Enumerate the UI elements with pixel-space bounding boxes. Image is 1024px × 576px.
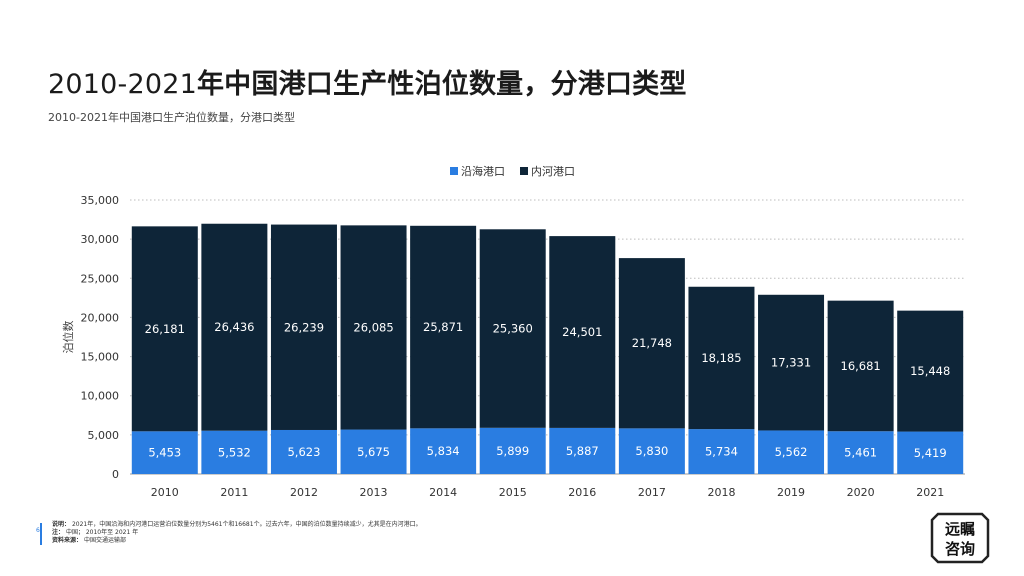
footer-notes: 6 说明： 2021年，中国沿海和内河港口运营泊位数量分别为5461个和1668… — [36, 521, 740, 545]
data-label-coastal: 5,834 — [427, 444, 460, 458]
x-tick-label: 2014 — [429, 486, 457, 499]
footer-source-text: 中国交通运输部 — [83, 537, 126, 544]
bar-coastal — [479, 427, 546, 474]
data-label-coastal: 5,453 — [148, 446, 181, 460]
data-label-inland: 16,681 — [841, 359, 881, 373]
page-title: 2010-2021年中国港口生产性泊位数量，分港口类型 — [48, 62, 687, 101]
bar-inland — [270, 224, 337, 430]
data-label-inland: 26,239 — [284, 320, 324, 334]
bar-coastal — [201, 430, 268, 474]
page-subtitle: 2010-2021年中国港口生产泊位数量，分港口类型 — [48, 111, 295, 124]
bar-inland — [410, 225, 477, 429]
x-tick-label: 2010 — [151, 486, 179, 499]
data-label-inland: 25,360 — [493, 322, 533, 336]
data-label-coastal: 5,675 — [357, 445, 390, 459]
x-tick-label: 2017 — [638, 486, 666, 499]
data-label-coastal: 5,830 — [635, 444, 668, 458]
logo-line2: 咨询 — [945, 540, 975, 558]
data-label-coastal: 5,562 — [775, 445, 808, 459]
x-tick-label: 2020 — [847, 486, 875, 499]
bar-coastal — [688, 429, 755, 474]
legend-label-coastal: 沿海港口 — [461, 164, 505, 178]
y-tick-label: 15,000 — [81, 351, 120, 364]
footer-note-key: 说明： — [52, 521, 71, 528]
bar-coastal — [897, 431, 964, 474]
footer-scope-text: 中国； 2010年至 2021 年 — [65, 529, 139, 536]
footer-source: 资料来源： 中国交通运输部 — [52, 537, 740, 545]
logo-line1: 远瞩 — [945, 520, 975, 538]
data-label-coastal: 5,899 — [496, 444, 529, 458]
data-label-coastal: 5,461 — [844, 446, 877, 460]
data-label-inland: 25,871 — [423, 320, 463, 334]
data-label-coastal: 5,419 — [914, 446, 947, 460]
x-tick-label: 2018 — [707, 486, 735, 499]
data-label-coastal: 5,532 — [218, 445, 251, 459]
data-label-inland: 15,448 — [910, 364, 950, 378]
x-tick-label: 2019 — [777, 486, 805, 499]
data-label-inland: 24,501 — [562, 325, 602, 339]
data-label-coastal: 5,734 — [705, 445, 738, 459]
bar-coastal — [758, 430, 825, 474]
footer-note-text: 2021年，中国沿海和内河港口运营泊位数量分别为5461个和16681个。过去六… — [71, 521, 422, 528]
y-tick-label: 5,000 — [88, 429, 120, 442]
y-tick-label: 20,000 — [81, 311, 120, 324]
bar-inland — [618, 258, 685, 429]
footer-scope-key: 注： — [52, 529, 65, 536]
page-number: 6 — [36, 527, 40, 534]
bar-inland — [827, 300, 894, 432]
data-label-inland: 21,748 — [632, 336, 672, 350]
data-label-inland: 26,181 — [145, 322, 185, 336]
x-tick-label: 2016 — [568, 486, 596, 499]
y-tick-label: 10,000 — [81, 390, 120, 403]
brand-logo: 远瞩 咨询 — [930, 512, 990, 564]
bar-coastal — [827, 431, 894, 474]
bar-coastal — [618, 428, 685, 474]
data-label-inland: 17,331 — [771, 356, 811, 370]
bar-inland — [549, 236, 616, 428]
x-tick-label: 2013 — [360, 486, 388, 499]
bar-inland — [131, 226, 198, 432]
bar-coastal — [340, 429, 407, 474]
data-label-inland: 26,085 — [353, 320, 393, 334]
bar-coastal — [410, 428, 477, 474]
y-tick-label: 25,000 — [81, 272, 120, 285]
x-tick-label: 2015 — [499, 486, 527, 499]
y-tick-label: 35,000 — [81, 194, 120, 207]
data-label-coastal: 5,887 — [566, 444, 599, 458]
stacked-bar-chart: 0 5,000 10,000 15,000 20,000 25,000 30,000 35,0… — [61, 164, 965, 499]
legend-label-inland: 内河港口 — [531, 164, 575, 178]
data-label-inland: 26,436 — [214, 320, 254, 334]
legend-swatch-coastal — [450, 167, 458, 175]
page-title-year: 2010-2021 — [48, 69, 197, 100]
footer-accent-bar — [40, 523, 42, 545]
bar-coastal — [131, 431, 198, 474]
bar-inland — [758, 294, 825, 431]
footer-source-key: 资料来源： — [52, 537, 83, 544]
bar-inland — [688, 286, 755, 430]
y-tick-label: 0 — [112, 468, 119, 481]
bar-coastal — [549, 427, 616, 474]
x-tick-label: 2011 — [220, 486, 248, 499]
bar-inland — [340, 225, 407, 430]
data-label-inland: 18,185 — [701, 351, 741, 365]
footer-scope: 注： 中国； 2010年至 2021 年 — [52, 529, 740, 537]
bar-inland — [479, 229, 546, 428]
x-tick-label: 2012 — [290, 486, 318, 499]
y-axis-label: 泊位数 — [61, 321, 75, 354]
data-label-coastal: 5,623 — [287, 445, 320, 459]
bar-inland — [201, 223, 268, 431]
x-tick-label: 2021 — [916, 486, 944, 499]
y-tick-label: 30,000 — [81, 233, 120, 246]
page-title-text: 年中国港口生产性泊位数量，分港口类型 — [196, 69, 687, 100]
footer-note: 说明： 2021年，中国沿海和内河港口运营泊位数量分别为5461个和16681个… — [52, 521, 740, 529]
legend-swatch-inland — [520, 167, 528, 175]
bar-inland — [897, 310, 964, 432]
bar-coastal — [270, 429, 337, 474]
